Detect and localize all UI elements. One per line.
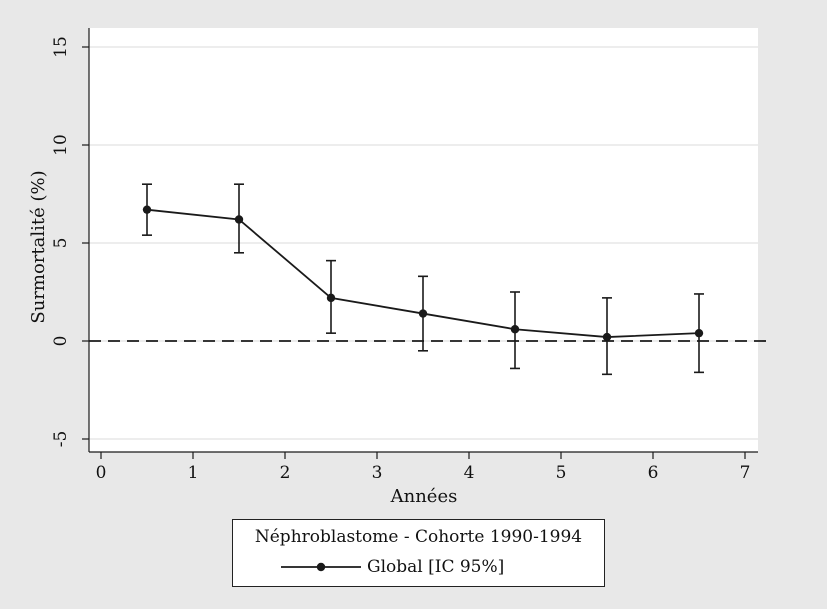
y-tick-label: -5: [51, 431, 71, 448]
y-tick-label: 10: [51, 134, 71, 156]
y-tick-label: 5: [51, 238, 71, 249]
legend: Néphroblastome - Cohorte 1990-1994 Globa…: [232, 519, 605, 587]
x-tick-label: 7: [740, 463, 751, 483]
x-tick-label: 0: [96, 463, 107, 483]
data-point: [602, 332, 612, 342]
legend-item: Global [IC 95%]: [281, 556, 581, 578]
plot-area: [89, 28, 758, 452]
x-tick-label: 5: [556, 463, 567, 483]
x-tick-label: 1: [188, 463, 199, 483]
legend-label: Global [IC 95%]: [367, 557, 505, 577]
x-tick-label: 4: [464, 463, 475, 483]
x-tick-label: 3: [372, 463, 383, 483]
data-point: [234, 215, 244, 224]
x-tick-label: 2: [280, 463, 291, 483]
legend-swatch-icon: [281, 562, 361, 572]
data-point: [418, 309, 428, 318]
y-axis-title: Surmortalité (%): [28, 170, 49, 323]
data-point: [326, 293, 336, 303]
data-point: [510, 325, 520, 334]
legend-title: Néphroblastome - Cohorte 1990-1994: [254, 527, 583, 547]
data-point: [142, 205, 152, 214]
x-axis-title: Années: [390, 486, 458, 507]
y-tick-label: 15: [51, 36, 71, 58]
x-tick-label: 6: [648, 463, 659, 483]
y-tick-label: 0: [51, 336, 71, 347]
data-point: [694, 328, 704, 338]
